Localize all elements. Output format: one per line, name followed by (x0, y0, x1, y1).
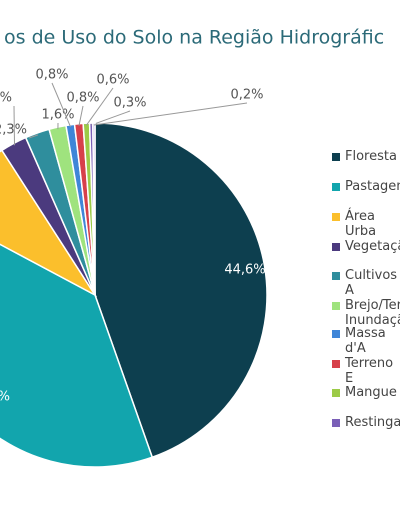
data-label: 2,5% (0, 91, 12, 106)
legend-label: Massa d'A (345, 326, 386, 356)
pie-slice (94, 122, 268, 459)
legend-swatch (332, 360, 340, 368)
legend-swatch (332, 419, 340, 427)
data-label: 0,2% (230, 88, 263, 103)
legend-label: Mangue (345, 385, 397, 400)
legend-label: Brejo/Ter Inundaçã (345, 298, 400, 328)
leader-line (93, 102, 248, 126)
leader-line (86, 87, 114, 126)
data-label: 38,2% (0, 390, 10, 405)
legend-swatch (332, 330, 340, 338)
legend-swatch (332, 183, 340, 191)
legend-swatch (332, 272, 340, 280)
legend-label: Área Urba (345, 209, 377, 239)
legend-swatch (332, 243, 340, 251)
legend-swatch (332, 389, 340, 397)
data-label: 44,6% (224, 263, 265, 278)
chart-title: os de Uso do Solo na Região Hidrográfic (4, 27, 384, 49)
leader-line (13, 105, 16, 146)
leader-line (28, 134, 39, 139)
data-label: 2,3% (0, 123, 27, 138)
legend-label: Vegetaçã (345, 239, 400, 254)
data-label: 0,6% (96, 73, 129, 88)
legend-swatch (332, 302, 340, 310)
legend-label: Pastagen (345, 179, 400, 194)
leader-line (51, 82, 71, 127)
data-label: 0,8% (66, 91, 99, 106)
legend-label: Terreno E (345, 356, 394, 386)
data-label: 1,6% (41, 108, 74, 123)
pie-slice (0, 243, 154, 468)
leader-line (91, 110, 131, 126)
data-label: 0,3% (113, 96, 146, 111)
legend-label: Floresta (345, 149, 397, 164)
legend-swatch (332, 213, 340, 221)
legend-swatch (332, 153, 340, 161)
pie-slice (92, 122, 96, 296)
data-label: 0,8% (35, 68, 68, 83)
leader-line (78, 105, 84, 126)
legend-label: Restinga (345, 415, 400, 430)
legend-label: Cultivos A (345, 268, 398, 298)
